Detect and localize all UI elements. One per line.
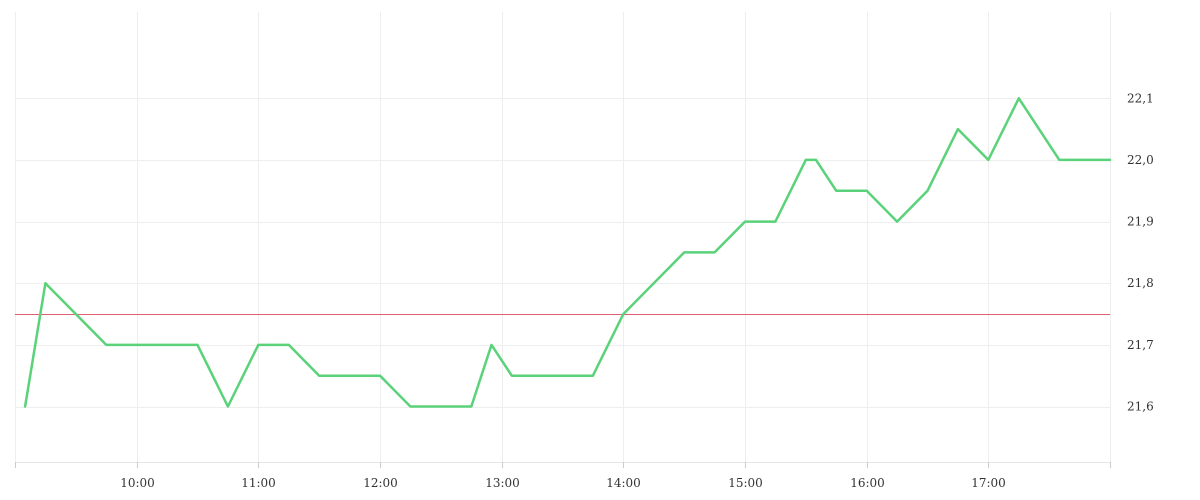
y-tick-label: 21,7 <box>1127 338 1154 352</box>
x-tick-label: 12:00 <box>363 476 398 490</box>
series-group <box>23 97 1112 408</box>
tick-labels: 10:00 11:00 12:00 13:00 14:00 15:00 16:00 17:00… <box>120 91 1154 490</box>
x-tick-label: 14:00 <box>606 476 641 490</box>
y-tick-label: 21,8 <box>1127 276 1154 290</box>
series-line <box>23 97 1112 408</box>
y-tick-label: 21,6 <box>1127 400 1154 414</box>
grid <box>15 12 1111 462</box>
y-tick-label: 22,1 <box>1127 91 1154 105</box>
x-tick-label: 10:00 <box>120 476 155 490</box>
y-tick-label: 21,9 <box>1127 215 1154 229</box>
axes <box>15 462 1111 468</box>
x-tick-label: 17:00 <box>971 476 1006 490</box>
x-tick-label: 16:00 <box>850 476 885 490</box>
x-tick-label: 15:00 <box>728 476 763 490</box>
x-tick-label: 11:00 <box>241 476 276 490</box>
x-tick-label: 13:00 <box>485 476 520 490</box>
y-tick-label: 22,0 <box>1127 153 1154 167</box>
